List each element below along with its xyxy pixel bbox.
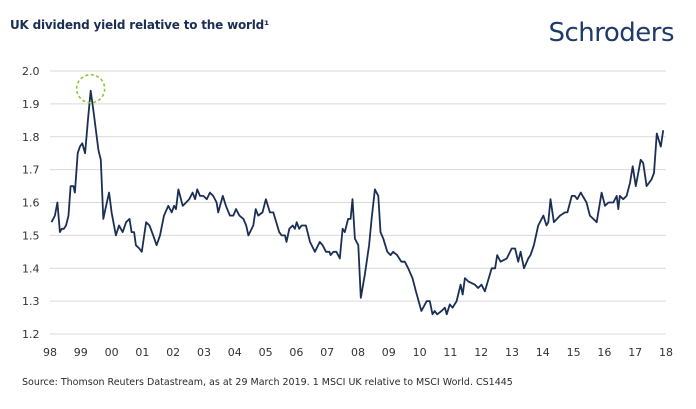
x-tick-label: 02 <box>166 346 180 359</box>
x-tick-label: 17 <box>628 346 642 359</box>
gridlines <box>50 70 666 335</box>
x-tick-label: 13 <box>505 346 519 359</box>
chart-title: UK dividend yield relative to the world¹ <box>10 18 270 32</box>
y-tick-label: 1.5 <box>22 229 40 242</box>
x-tick-label: 16 <box>597 346 611 359</box>
x-tick-label: 12 <box>474 346 488 359</box>
y-tick-label: 1.7 <box>22 164 40 177</box>
y-tick-label: 1.6 <box>22 197 40 210</box>
y-tick-label: 1.4 <box>22 262 40 275</box>
x-tick-label: 11 <box>443 346 457 359</box>
x-tick-label: 14 <box>536 346 550 359</box>
y-tick-label: 1.3 <box>22 295 40 308</box>
x-tick-label: 01 <box>135 346 149 359</box>
x-tick-label: 98 <box>43 346 57 359</box>
x-tick-label: 05 <box>259 346 273 359</box>
source-note: Source: Thomson Reuters Datastream, as a… <box>22 377 513 388</box>
x-tick-label: 07 <box>320 346 334 359</box>
x-tick-label: 10 <box>413 346 427 359</box>
x-tick-label: 18 <box>659 346 673 359</box>
x-tick-label: 04 <box>228 346 242 359</box>
x-tick-label: 03 <box>197 346 211 359</box>
x-tick-label: 09 <box>382 346 396 359</box>
peak-highlight-circle <box>75 73 106 104</box>
schroders-logo: Schroders <box>548 18 674 48</box>
x-axis-ticks: 98 99 00 01 02 03 04 05 06 07 08 09 10 11 12 13 14 15 16 17… <box>43 346 673 359</box>
x-tick-label: 06 <box>289 346 303 359</box>
y-tick-label: 1.8 <box>22 131 40 144</box>
x-tick-label: 08 <box>351 346 365 359</box>
y-tick-label: 1.9 <box>22 98 40 111</box>
series-line <box>50 89 665 316</box>
x-tick-label: 15 <box>567 346 581 359</box>
y-tick-label: 1.2 <box>22 328 40 341</box>
x-tick-label: 00 <box>105 346 119 359</box>
x-tick-label: 99 <box>74 346 88 359</box>
y-tick-label: 2.0 <box>22 65 40 78</box>
y-axis-ticks: 1.2 1.3 1.4 1.5 1.6 1.7 1.8 1.9 2.0 <box>22 65 40 341</box>
